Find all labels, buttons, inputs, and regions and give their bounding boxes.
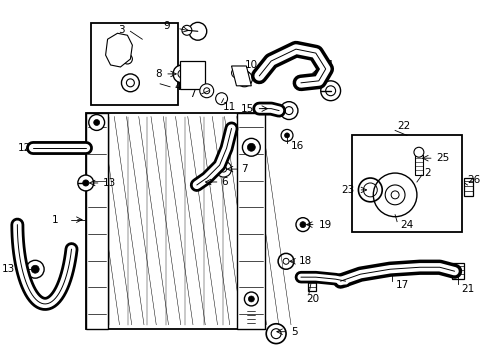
Bar [85, 113, 264, 329]
Text: 3: 3 [118, 25, 124, 35]
Text: 11: 11 [222, 102, 235, 112]
Text: 17: 17 [395, 280, 408, 290]
Text: 1: 1 [51, 215, 58, 225]
Bar [414, 155, 422, 175]
Circle shape [200, 84, 213, 98]
Bar [180, 61, 204, 89]
Circle shape [242, 138, 260, 156]
Circle shape [248, 296, 254, 302]
Circle shape [385, 185, 404, 205]
Circle shape [236, 71, 252, 87]
Circle shape [190, 62, 204, 76]
Bar [463, 178, 472, 196]
Text: 12: 12 [18, 143, 31, 153]
Circle shape [215, 93, 227, 105]
Bar [85, 113, 107, 329]
Circle shape [26, 260, 44, 278]
Text: 20: 20 [305, 294, 318, 304]
Circle shape [88, 114, 104, 130]
Circle shape [295, 218, 309, 231]
Circle shape [110, 41, 124, 55]
Text: 4: 4 [174, 82, 180, 92]
Circle shape [413, 147, 423, 157]
Text: 10: 10 [244, 60, 257, 70]
Text: 9: 9 [163, 21, 170, 31]
Circle shape [215, 161, 231, 177]
Bar [237, 113, 264, 329]
Bar [91, 23, 178, 105]
Circle shape [281, 130, 292, 141]
Text: 2: 2 [423, 168, 429, 178]
Circle shape [299, 222, 305, 228]
Text: 13: 13 [2, 264, 15, 274]
Polygon shape [105, 33, 132, 67]
Bar [352, 135, 461, 231]
Text: 24: 24 [399, 220, 412, 230]
Circle shape [284, 133, 289, 138]
Circle shape [82, 180, 88, 186]
Circle shape [182, 25, 191, 35]
Text: 16: 16 [290, 141, 304, 151]
Circle shape [188, 22, 206, 40]
Circle shape [121, 74, 139, 92]
Circle shape [122, 54, 132, 64]
Circle shape [320, 81, 340, 101]
Text: 6: 6 [221, 177, 228, 187]
Polygon shape [231, 66, 251, 86]
Circle shape [173, 65, 190, 83]
Bar [451, 263, 463, 279]
Text: 7: 7 [241, 164, 247, 174]
Circle shape [244, 292, 258, 306]
Text: 25: 25 [435, 153, 448, 163]
Text: 7: 7 [189, 89, 195, 99]
Text: 8: 8 [155, 69, 162, 79]
Text: 21: 21 [461, 284, 474, 294]
Circle shape [191, 73, 203, 85]
Circle shape [280, 102, 297, 120]
Bar [307, 277, 315, 291]
Text: 18: 18 [298, 256, 311, 266]
Text: 22: 22 [396, 121, 409, 131]
Circle shape [247, 143, 255, 151]
Text: 19: 19 [318, 220, 331, 230]
Circle shape [94, 120, 100, 126]
Circle shape [78, 175, 94, 191]
Text: 23: 23 [341, 185, 354, 195]
Circle shape [31, 265, 39, 273]
Text: 5: 5 [290, 327, 297, 337]
Text: 15: 15 [241, 104, 254, 114]
Circle shape [372, 173, 416, 217]
Text: 26: 26 [467, 175, 480, 185]
Text: 14: 14 [320, 60, 333, 70]
Circle shape [231, 68, 241, 78]
Text: 13: 13 [102, 178, 116, 188]
